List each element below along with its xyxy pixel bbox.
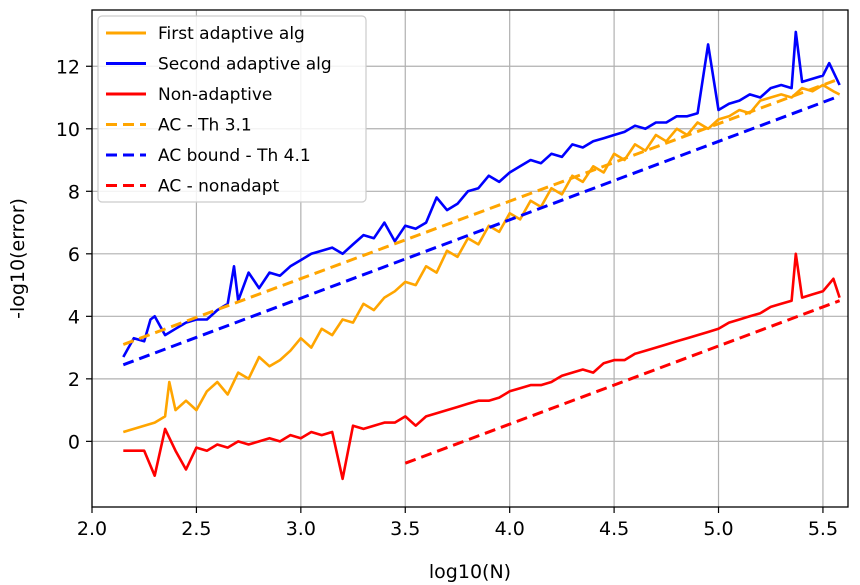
x-tick-label: 5.5 bbox=[808, 518, 838, 540]
x-tick-label: 3.5 bbox=[390, 518, 420, 540]
series-layer bbox=[122, 30, 841, 481]
y-tick-label: 10 bbox=[56, 119, 80, 141]
y-axis-label: -log10(error) bbox=[7, 198, 29, 319]
y-tick-label: 0 bbox=[68, 431, 80, 453]
x-tick-label: 2.0 bbox=[77, 518, 107, 540]
y-tick-label: 8 bbox=[68, 181, 80, 203]
series-line-2 bbox=[122, 30, 841, 358]
plot-frame bbox=[91, 9, 849, 508]
y-tick-label: 6 bbox=[68, 244, 80, 266]
x-tick-label: 5.0 bbox=[703, 518, 733, 540]
legend: First adaptive alg Second adaptive alg Non… bbox=[97, 15, 367, 203]
x-tick-label: 4.5 bbox=[599, 518, 629, 540]
axis-ticks: 2.0 2.5 3.0 3.5 4.0 4.5 5.0 5.5 0 2 4 6 8 10 12 bbox=[56, 56, 838, 540]
legend-label-1: First adaptive alg bbox=[158, 24, 305, 44]
series-line-4 bbox=[122, 77, 841, 346]
series-line-6 bbox=[404, 299, 841, 465]
y-tick-label: 2 bbox=[68, 369, 80, 391]
y-tick-label: 12 bbox=[56, 56, 80, 78]
x-tick-label: 2.5 bbox=[181, 518, 211, 540]
legend-label-2: Second adaptive alg bbox=[158, 55, 332, 75]
series-line-3 bbox=[123, 252, 841, 481]
legend-label-5: AC bound - Th 4.1 bbox=[158, 146, 311, 166]
legend-label-3: Non-adaptive bbox=[158, 85, 272, 105]
x-tick-label: 4.0 bbox=[495, 518, 525, 540]
x-axis-label: log10(N) bbox=[429, 561, 511, 583]
legend-box bbox=[97, 15, 367, 203]
legend-label-6: AC - nonadapt bbox=[158, 177, 280, 197]
series-line-5 bbox=[122, 94, 841, 367]
series-line-1 bbox=[122, 83, 841, 434]
legend-label-4: AC - Th 3.1 bbox=[158, 116, 252, 136]
x-tick-label: 3.0 bbox=[286, 518, 316, 540]
y-tick-label: 4 bbox=[68, 306, 80, 328]
